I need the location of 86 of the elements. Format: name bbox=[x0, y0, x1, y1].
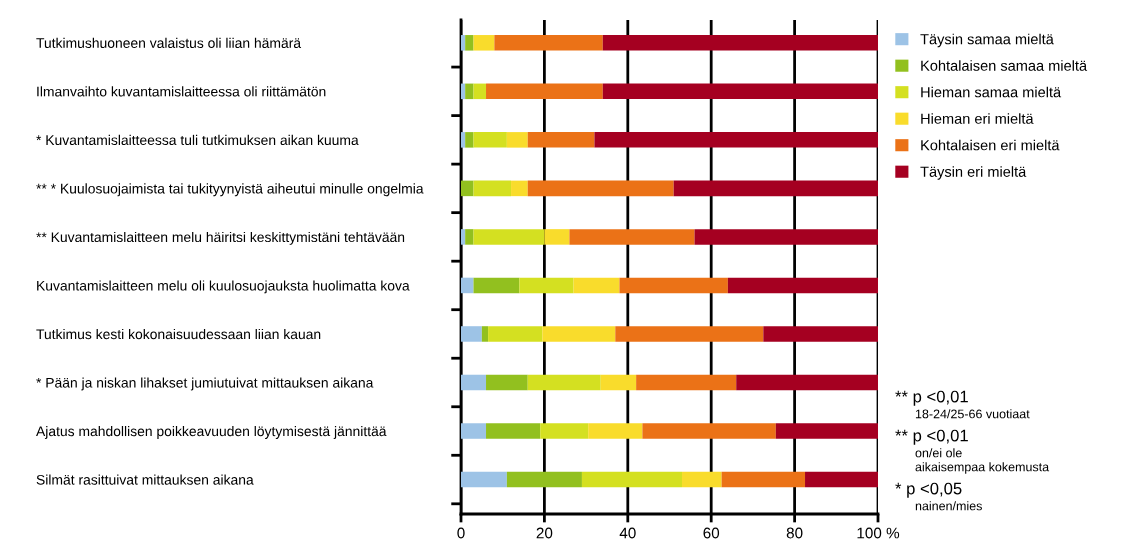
y-tick-label: Tutkimus kesti kokonaisuudessaan liian kauan bbox=[36, 328, 321, 340]
bar bbox=[727, 277, 878, 294]
bar bbox=[673, 180, 878, 197]
y-tick-label: * Kuvantamislaitteessa tuli tutkimuksen aikan kuuma bbox=[36, 134, 359, 146]
bar bbox=[461, 423, 487, 439]
bar bbox=[465, 132, 474, 148]
bar bbox=[473, 83, 487, 100]
bar bbox=[461, 180, 474, 197]
bar bbox=[527, 132, 595, 148]
legend-label: Hieman samaa mieltä bbox=[921, 86, 1062, 98]
bar bbox=[473, 180, 512, 197]
bar bbox=[600, 374, 637, 391]
bar bbox=[511, 180, 528, 197]
bar bbox=[461, 326, 482, 342]
bar bbox=[602, 35, 878, 51]
bar bbox=[588, 423, 643, 439]
bar bbox=[461, 35, 466, 51]
bar bbox=[615, 326, 764, 342]
x-tick-label: 20 bbox=[536, 527, 553, 539]
text: on/ei ole bbox=[915, 448, 962, 458]
x-tick-label: 40 bbox=[619, 527, 636, 539]
bar bbox=[527, 374, 601, 391]
bar bbox=[736, 374, 878, 391]
y-tick-label: ** * Kuulosuojaimista tai tukityynyistä aiheutui minulle ongelmia bbox=[36, 183, 424, 197]
bar bbox=[461, 132, 466, 148]
bar bbox=[488, 326, 543, 342]
bar bbox=[619, 277, 728, 294]
bar bbox=[461, 229, 466, 245]
bar bbox=[602, 83, 878, 100]
legend-label: Kohtalaisen eri mieltä bbox=[921, 139, 1060, 151]
text: nainen/mies bbox=[915, 501, 982, 511]
bar bbox=[763, 326, 878, 342]
bar bbox=[486, 83, 603, 100]
bar bbox=[473, 132, 507, 148]
bar bbox=[642, 423, 776, 439]
y-tick-label: Ajatus mahdollisen poikkeavuuden löytymisestä jännittää bbox=[36, 425, 387, 439]
bar bbox=[465, 35, 474, 51]
bar bbox=[805, 471, 878, 488]
bar bbox=[542, 326, 616, 342]
y-tick-label: Ilmanvaihto kuvantamislaitteessa oli riittämätön bbox=[37, 86, 326, 97]
y-tick-label: Kuvantamislaitteen melu oli kuulosuojauksta huolimatta kova bbox=[37, 280, 410, 294]
text: ** p <0,01 bbox=[895, 429, 968, 445]
bar bbox=[473, 229, 545, 245]
bar bbox=[461, 374, 487, 391]
bar bbox=[544, 229, 570, 245]
y-tick-label: * Pään ja niskan lihakset jumiutuivat mittauksen aikana bbox=[36, 377, 374, 391]
text: * p <0,05 bbox=[895, 482, 962, 498]
x-tick-label: 100 % bbox=[857, 527, 900, 539]
bar bbox=[775, 423, 878, 439]
bar bbox=[682, 471, 722, 488]
bar bbox=[573, 277, 620, 294]
bar bbox=[461, 471, 507, 488]
bar bbox=[481, 326, 489, 342]
legend-label: Täysin eri mieltä bbox=[920, 166, 1027, 180]
legend-label: Kohtalaisen samaa mieltä bbox=[921, 60, 1088, 71]
bar bbox=[506, 471, 582, 488]
text: ** p <0,01 bbox=[895, 390, 968, 406]
bar bbox=[527, 180, 674, 197]
bar bbox=[506, 132, 528, 148]
y-tick-label: ** Kuvantamislaitteen melu häiritsi keskittymistäni tehtävään bbox=[36, 231, 405, 245]
bar bbox=[636, 374, 737, 391]
legend-label: Hieman eri mieltä bbox=[921, 113, 1034, 124]
bar bbox=[721, 471, 806, 488]
x-tick-label: 60 bbox=[703, 527, 720, 539]
bar bbox=[486, 423, 541, 439]
bar bbox=[594, 132, 878, 148]
bar bbox=[581, 471, 683, 488]
bar bbox=[473, 277, 520, 294]
y-tick-label: Silmät rasittuivat mittauksen aikana bbox=[36, 474, 254, 485]
bar bbox=[540, 423, 589, 439]
bar bbox=[465, 83, 474, 100]
x-tick-label: 80 bbox=[786, 527, 803, 539]
bar bbox=[461, 277, 474, 294]
bar bbox=[465, 229, 474, 245]
x-tick-label: 0 bbox=[457, 527, 465, 539]
bar bbox=[486, 374, 528, 391]
bar bbox=[473, 35, 495, 51]
legend-label: Täysin samaa mieltä bbox=[920, 33, 1054, 48]
text: 18-24/25-66 vuotiaat bbox=[915, 409, 1030, 419]
bar bbox=[694, 229, 878, 245]
y-tick-label: Tutkimushuoneen valaistus oli liian hämärä bbox=[36, 37, 302, 48]
bar bbox=[494, 35, 603, 51]
bar bbox=[569, 229, 695, 245]
bar bbox=[461, 83, 466, 100]
bar bbox=[519, 277, 574, 294]
text: aikaisempaa kokemusta bbox=[915, 462, 1050, 474]
